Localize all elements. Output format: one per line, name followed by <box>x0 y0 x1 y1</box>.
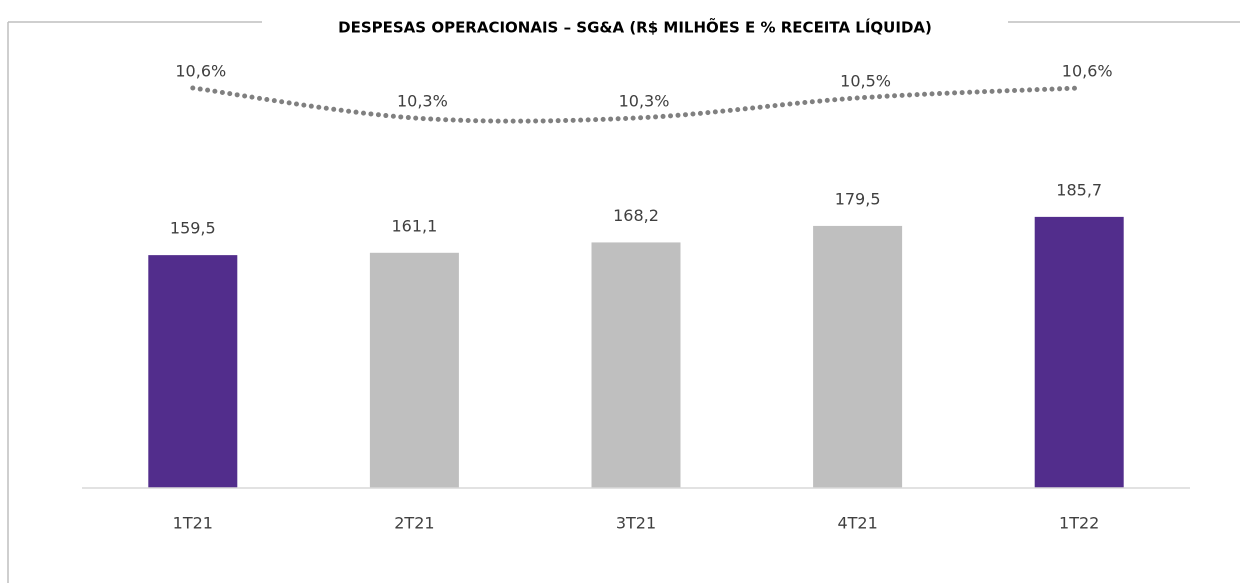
bar <box>1034 216 1124 489</box>
x-tick-label: 1T22 <box>1059 514 1099 533</box>
bar-value-label: 159,5 <box>170 219 216 238</box>
frame <box>7 21 1240 583</box>
line-value-label: 10,6% <box>175 62 226 81</box>
bar-value-label: 179,5 <box>835 189 881 208</box>
bar-value-label: 185,7 <box>1056 180 1102 199</box>
x-tick-label: 2T21 <box>394 514 434 533</box>
x-tick-label: 4T21 <box>837 514 877 533</box>
chart-title: DESPESAS OPERACIONAIS – SG&A (R$ MILHÕES… <box>338 18 932 37</box>
line-value-label: 10,5% <box>840 72 891 91</box>
x-tick-label: 3T21 <box>616 514 656 533</box>
line-value-label: 10,3% <box>619 92 670 111</box>
x-tick-label: 1T21 <box>173 514 213 533</box>
bar-value-label: 161,1 <box>391 216 437 235</box>
bar <box>148 255 238 488</box>
pct-line <box>190 85 1082 124</box>
bar-value-label: 168,2 <box>613 206 659 225</box>
bar <box>369 252 459 488</box>
bar <box>591 242 681 488</box>
bar <box>813 225 903 488</box>
line-value-label: 10,6% <box>1062 62 1113 81</box>
line-value-label: 10,3% <box>397 92 448 111</box>
